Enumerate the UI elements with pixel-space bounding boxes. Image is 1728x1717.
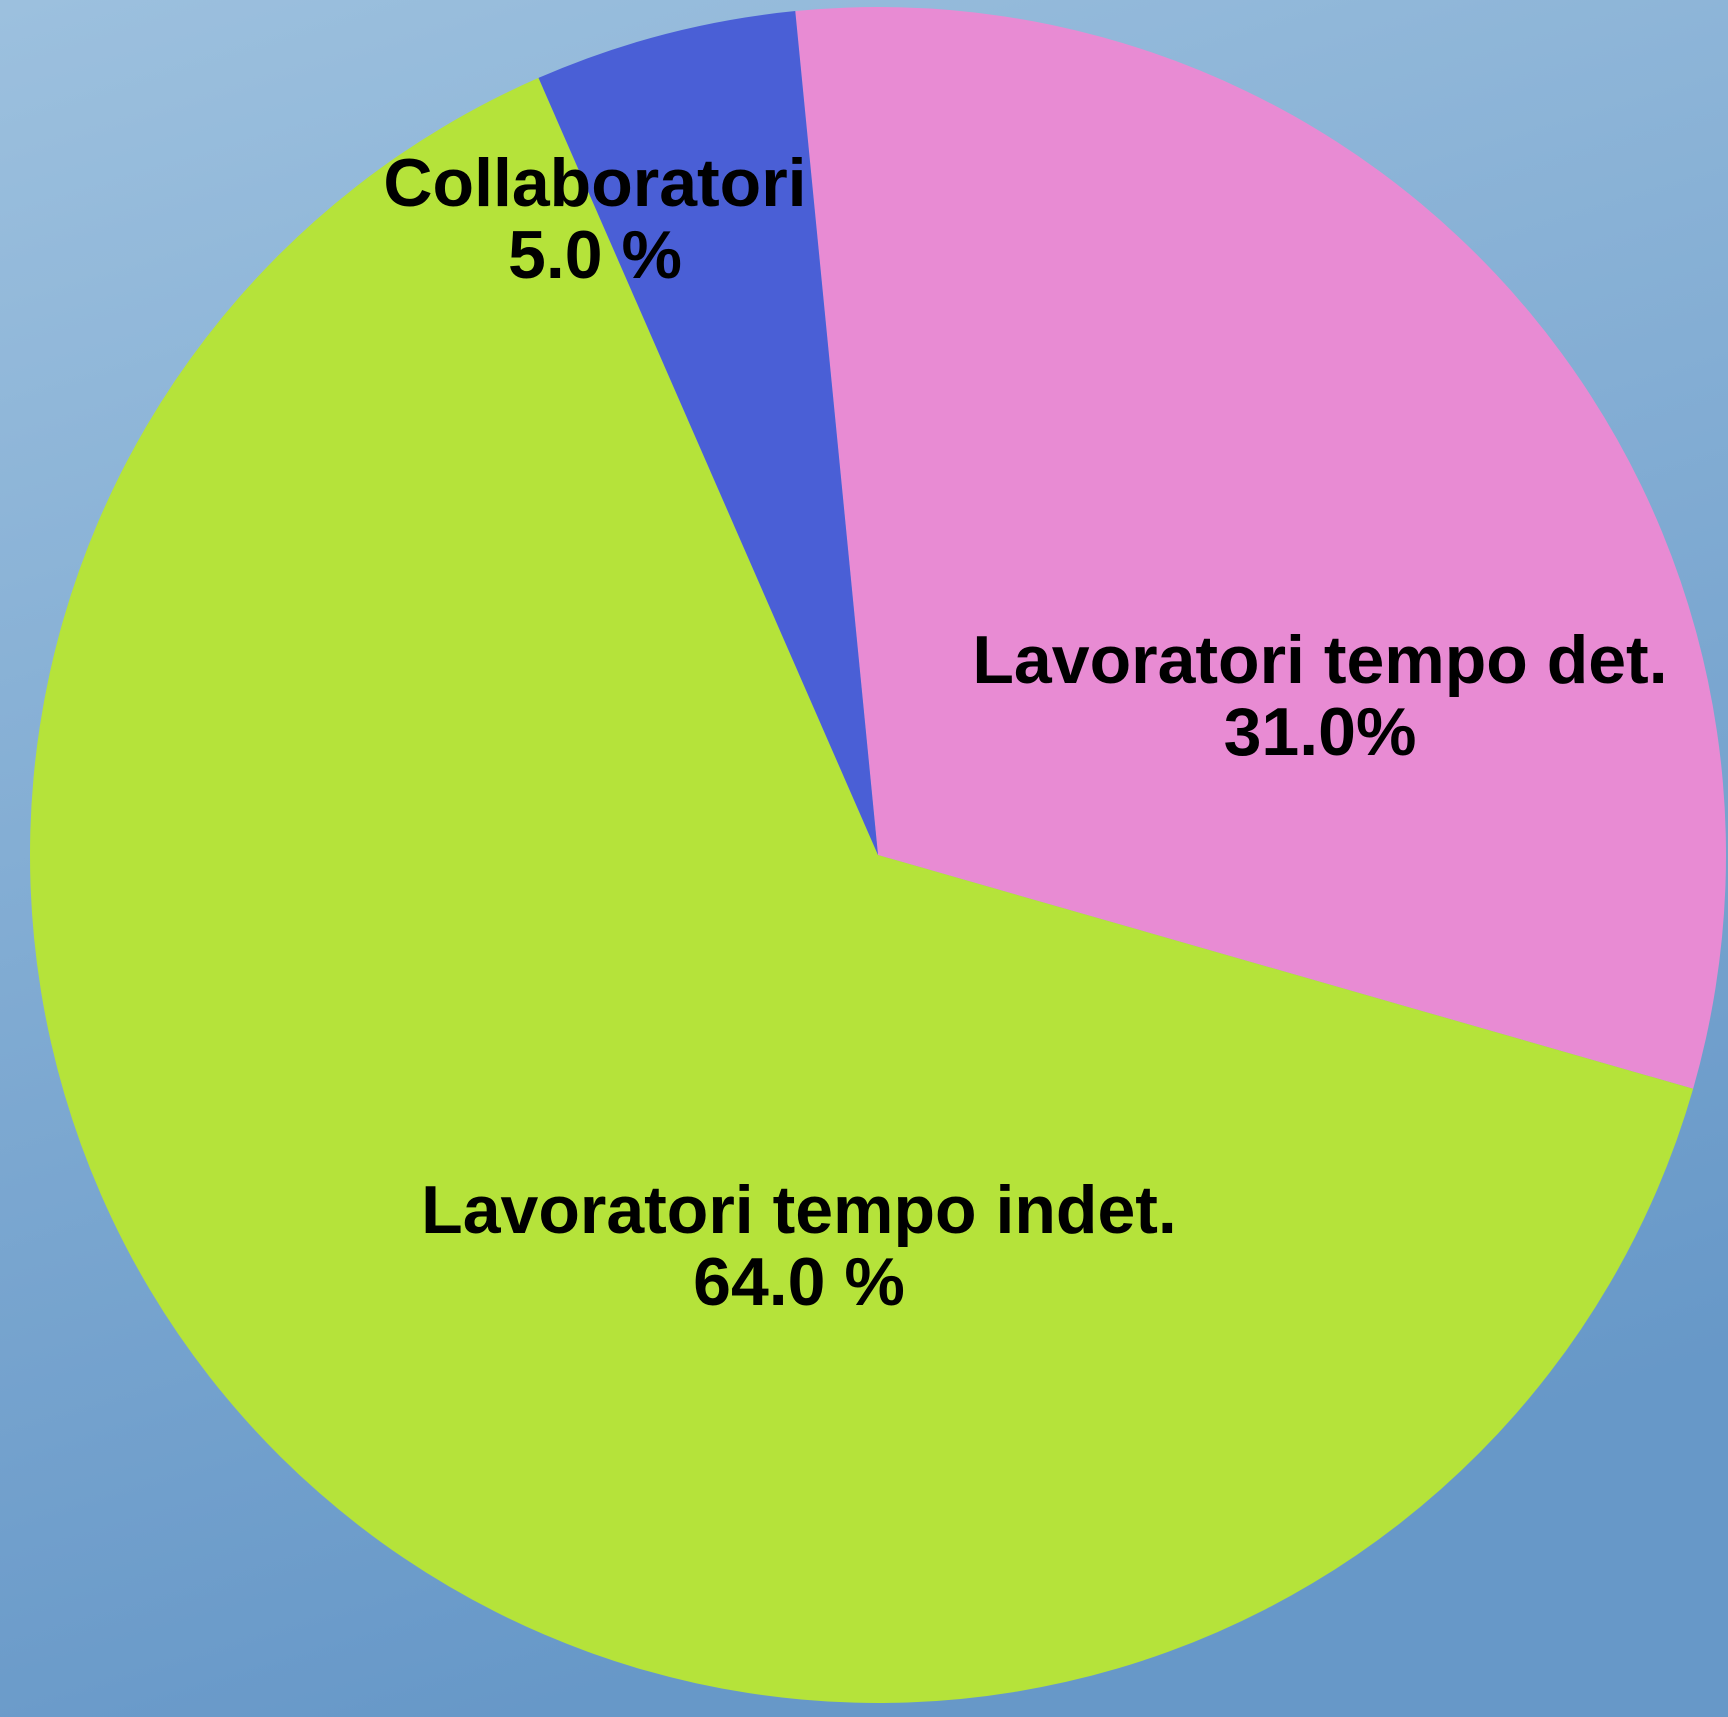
slice-value-label: 5.0 % [508,217,682,293]
slice-value-label: 64.0 % [693,1244,905,1320]
slice-label: Lavoratori tempo det. [972,622,1667,698]
slice-label: Collaboratori [383,145,806,221]
pie-slice [795,7,1726,1089]
slice-value-label: 31.0% [1224,694,1417,770]
pie-slice [29,77,1694,1703]
slice-label: Lavoratori tempo indet. [421,1172,1177,1248]
pie-slice [538,11,878,855]
